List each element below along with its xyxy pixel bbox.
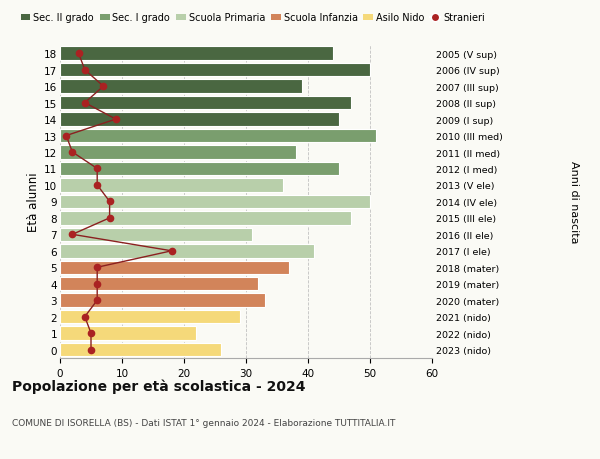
Bar <box>60 80 302 94</box>
Bar <box>60 277 259 291</box>
Bar <box>60 245 314 258</box>
Y-axis label: Età alunni: Età alunni <box>27 172 40 232</box>
Bar <box>60 129 376 143</box>
Text: Popolazione per età scolastica - 2024: Popolazione per età scolastica - 2024 <box>12 379 305 393</box>
Text: COMUNE DI ISORELLA (BS) - Dati ISTAT 1° gennaio 2024 - Elaborazione TUTTITALIA.I: COMUNE DI ISORELLA (BS) - Dati ISTAT 1° … <box>12 418 395 427</box>
Bar <box>60 47 333 61</box>
Bar <box>60 97 352 110</box>
Bar <box>60 162 339 176</box>
Bar <box>60 195 370 209</box>
Bar <box>60 212 352 225</box>
Bar <box>60 343 221 357</box>
Bar <box>60 310 240 324</box>
Bar <box>60 113 339 127</box>
Bar <box>60 294 265 307</box>
Bar <box>60 179 283 192</box>
Bar <box>60 261 289 274</box>
Bar <box>60 228 252 241</box>
Bar <box>60 146 296 159</box>
Bar <box>60 64 370 77</box>
Legend: Sec. II grado, Sec. I grado, Scuola Primaria, Scuola Infanzia, Asilo Nido, Stran: Sec. II grado, Sec. I grado, Scuola Prim… <box>17 10 488 27</box>
Bar <box>60 327 196 340</box>
Y-axis label: Anni di nascita: Anni di nascita <box>569 161 580 243</box>
